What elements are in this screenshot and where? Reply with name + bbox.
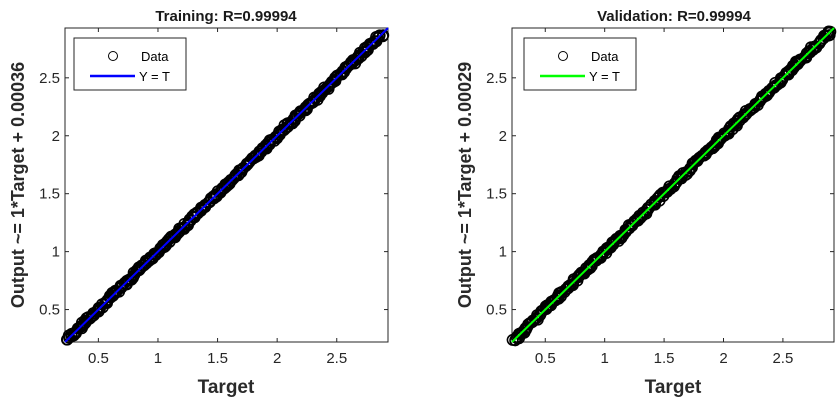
validation-legend-data-label: Data xyxy=(591,49,619,64)
validation-legend: Data Y = T xyxy=(523,37,637,91)
training-xtick-label: 2 xyxy=(273,350,281,367)
training-panel: Training: R=0.99994 Target Output ~= 1*T… xyxy=(8,8,390,398)
validation-title: Validation: R=0.99994 xyxy=(597,8,751,25)
training-xtick-label: 1 xyxy=(154,350,162,367)
validation-ylabel: Output ~= 1*Target + 0.00029 xyxy=(455,62,475,308)
training-xtick-label: 2.5 xyxy=(326,350,347,367)
validation-xtick-label: 2.5 xyxy=(772,350,793,367)
validation-data-points xyxy=(506,25,837,347)
validation-xlabel: Target xyxy=(645,377,702,398)
validation-legend-fit-label: Y = T xyxy=(589,69,620,84)
training-title: Training: R=0.99994 xyxy=(155,8,297,25)
training-ytick-label: 2.5 xyxy=(39,70,60,87)
training-legend-fit-label: Y = T xyxy=(139,69,170,84)
validation-xtick-label: 1 xyxy=(601,350,609,367)
training-ytick-label: 0.5 xyxy=(39,302,60,319)
validation-legend-data-marker xyxy=(558,51,568,61)
validation-ticks: 0.5 1 1.5 2 2.5 0.5 1 1.5 2 2.5 xyxy=(486,28,834,367)
validation-ytick-label: 2 xyxy=(499,128,507,145)
validation-ytick-label: 0.5 xyxy=(486,302,507,319)
training-data-points xyxy=(60,29,390,346)
validation-ytick-label: 1.5 xyxy=(486,186,507,203)
validation-ytick-label: 2.5 xyxy=(486,70,507,87)
training-legend-data-marker xyxy=(108,51,118,61)
training-ytick-label: 2 xyxy=(52,128,60,145)
training-legend-box xyxy=(73,37,187,91)
training-xtick-label: 0.5 xyxy=(88,350,109,367)
validation-xtick-label: 1.5 xyxy=(654,350,675,367)
training-ytick-label: 1 xyxy=(52,244,60,261)
validation-xtick-label: 2 xyxy=(719,350,727,367)
validation-legend-box xyxy=(523,37,637,91)
training-xtick-label: 1.5 xyxy=(207,350,228,367)
validation-data-point xyxy=(824,25,837,38)
training-ticks: 0.5 1 1.5 2 2.5 0.5 1 1.5 2 2.5 xyxy=(39,28,388,367)
validation-xtick-label: 0.5 xyxy=(535,350,556,367)
validation-panel: Validation: R=0.99994 Target Output ~= 1… xyxy=(455,8,837,398)
training-legend-data-label: Data xyxy=(141,49,169,64)
training-fit-line xyxy=(64,27,389,343)
training-ylabel: Output ~= 1*Target + 0.00036 xyxy=(8,62,28,308)
training-data-point xyxy=(377,29,390,42)
validation-ytick-label: 1 xyxy=(499,244,507,261)
training-xlabel: Target xyxy=(198,377,255,398)
training-ytick-label: 1.5 xyxy=(39,186,60,203)
validation-fit-line xyxy=(511,27,835,343)
training-legend: Data Y = T xyxy=(73,37,187,91)
